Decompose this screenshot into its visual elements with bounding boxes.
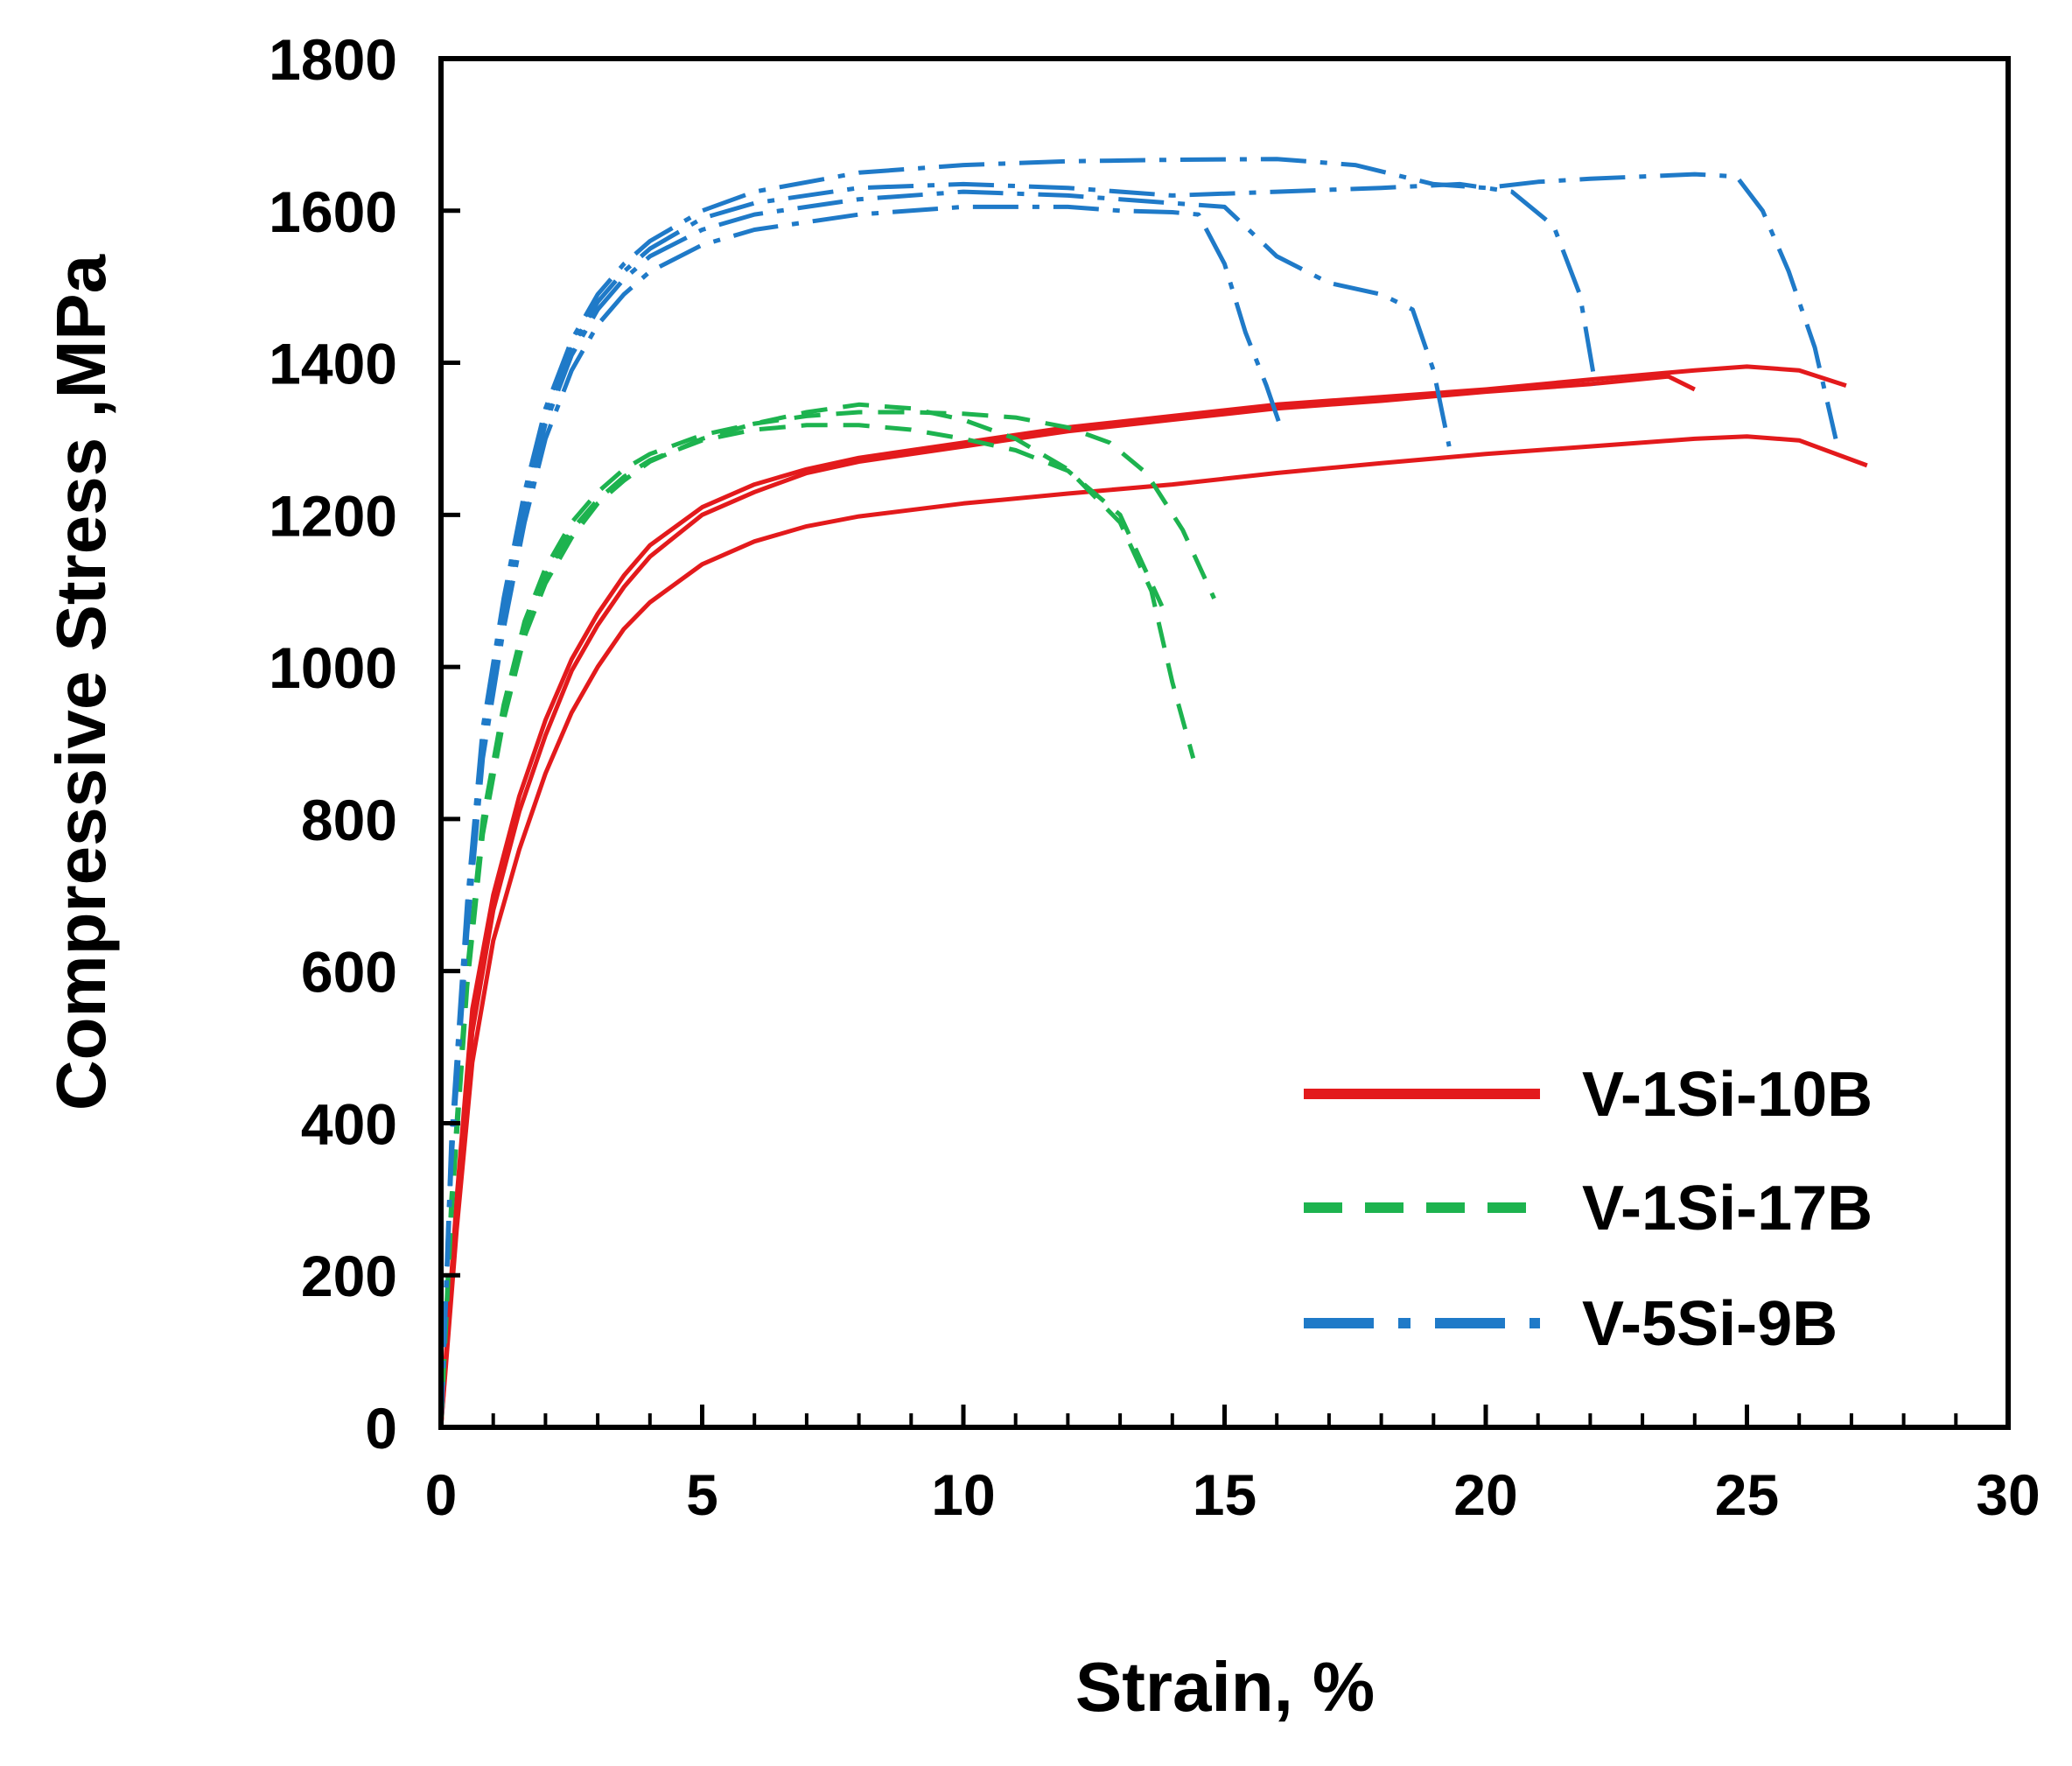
y-tick-label: 1200 — [269, 483, 397, 548]
y-tick-label: 400 — [301, 1091, 397, 1156]
series-line-v-1si-17b — [438, 423, 1165, 1428]
tick-layer: 0 5 10 15 20 25 30 0 200 400 600 800 1000 1200 1400 160… — [269, 27, 2040, 1527]
legend-label-v-1si-10b: V-1Si-10B — [1582, 1060, 1872, 1130]
y-tick-label: 1800 — [269, 27, 397, 92]
plot-area-frame — [438, 56, 2011, 1430]
x-tick-label: 15 — [1193, 1462, 1256, 1527]
series-line-v-5si-9b — [438, 204, 1284, 1428]
series-line-v-5si-9b — [438, 157, 1838, 1428]
y-tick-label: 1000 — [269, 635, 397, 700]
series-line-v-5si-9b — [438, 181, 1598, 1428]
y-tick-label: 200 — [301, 1244, 397, 1308]
y-axis-title: Compressive Stress ,MPa — [42, 254, 120, 1111]
x-tick-label: 20 — [1453, 1462, 1517, 1527]
series-line-v-1si-10b — [438, 434, 1868, 1428]
x-tick-label: 25 — [1715, 1462, 1779, 1527]
x-tick-label: 10 — [931, 1462, 995, 1527]
y-tick-label: 1400 — [269, 332, 397, 396]
legend-label-v-5si-9b: V-5Si-9B — [1582, 1289, 1838, 1359]
series-line-v-1si-10b — [438, 374, 1696, 1428]
x-tick-label: 0 — [425, 1462, 458, 1527]
x-axis-title: Strain, % — [1075, 1648, 1375, 1726]
legend-label-v-1si-17b: V-1Si-17B — [1582, 1174, 1872, 1244]
x-tick-label: 30 — [1976, 1462, 2040, 1527]
series-layer — [438, 157, 1868, 1428]
y-tick-label: 600 — [301, 940, 397, 1005]
y-tick-label: 800 — [301, 788, 397, 852]
legend: V-1Si-10B V-1Si-17B V-5Si-9B — [1304, 1060, 1872, 1359]
y-tick-label: 1600 — [269, 179, 397, 244]
y-tick-label: 0 — [365, 1396, 397, 1461]
x-tick-label: 5 — [686, 1462, 718, 1527]
series-line-v-1si-10b — [438, 364, 1847, 1428]
